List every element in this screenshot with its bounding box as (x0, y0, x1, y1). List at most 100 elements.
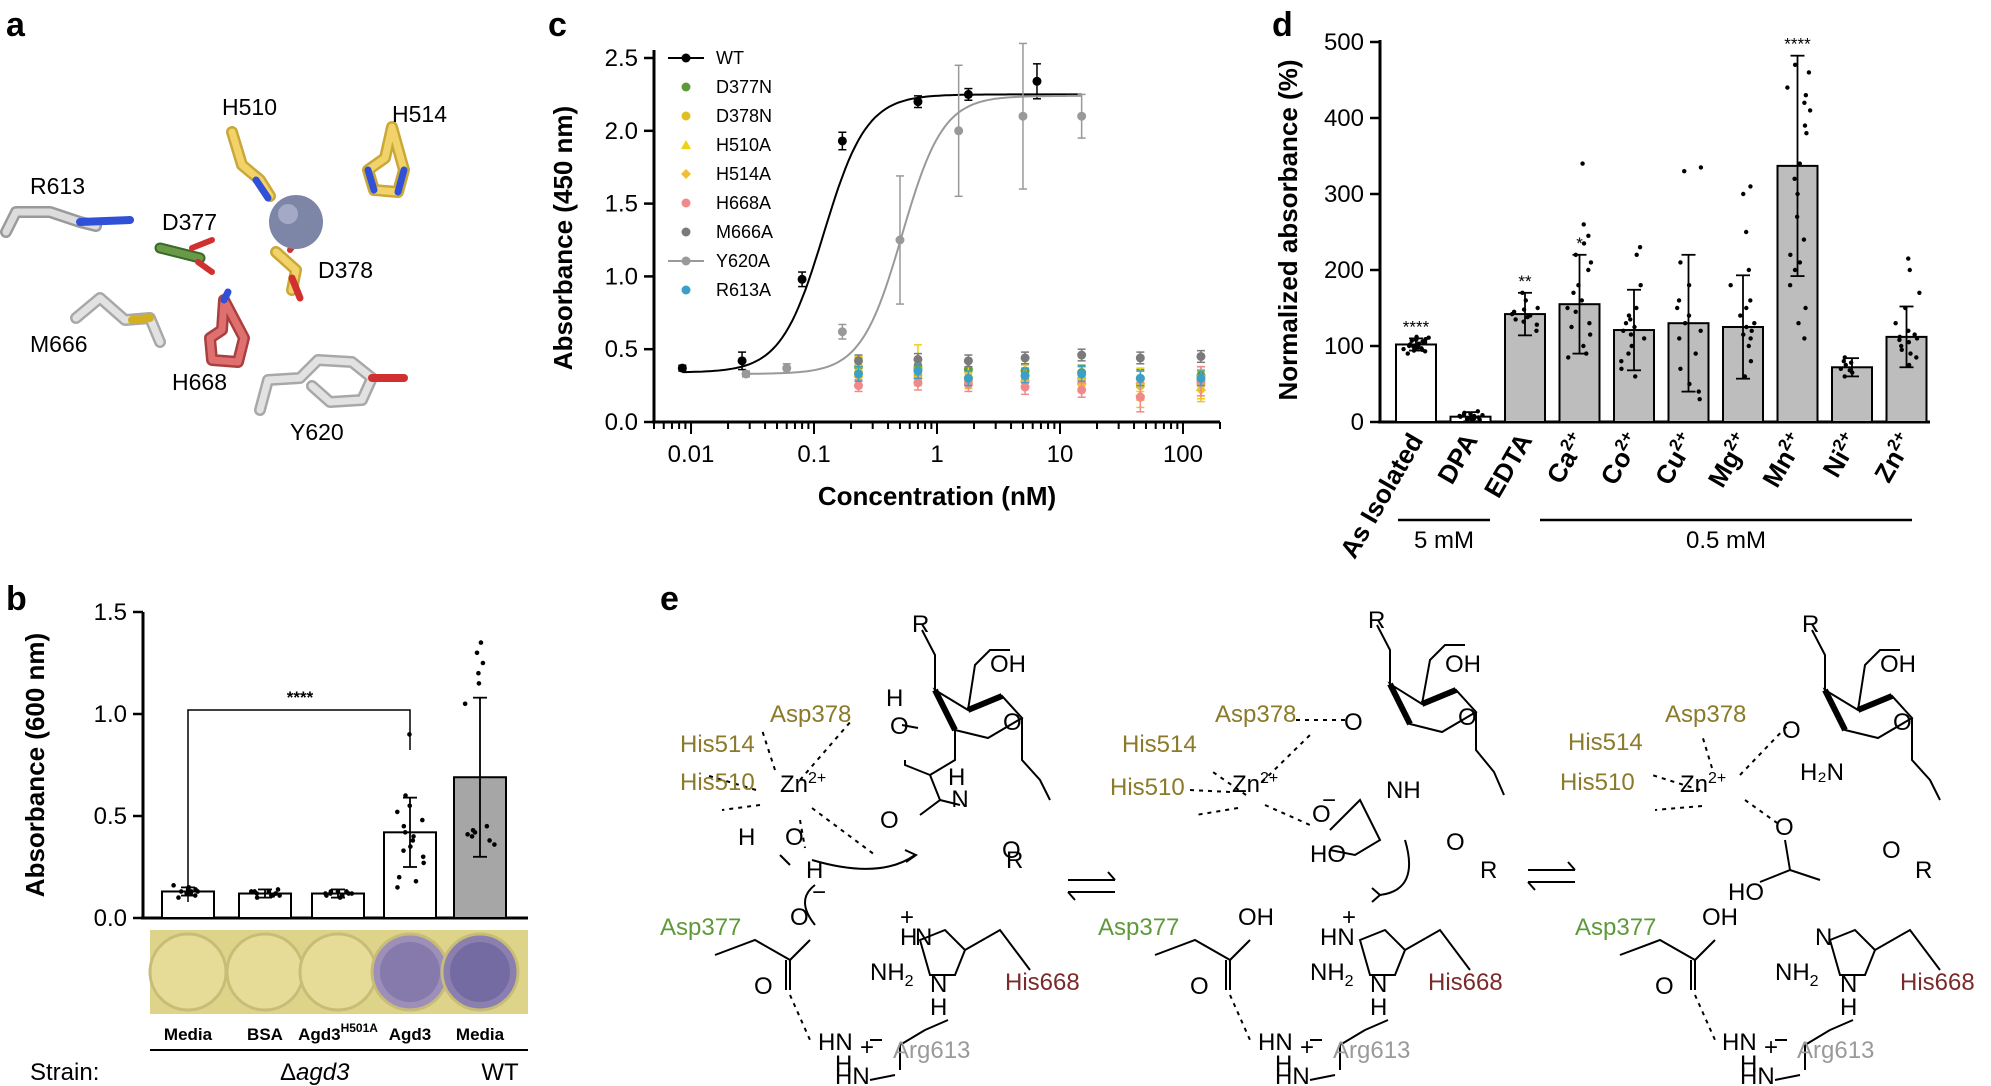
data-point (1569, 324, 1574, 330)
data-point (1587, 321, 1592, 326)
data-point (963, 356, 973, 366)
data-point (1634, 305, 1639, 311)
data-point (1677, 336, 1682, 341)
culture-well-stain (450, 942, 510, 1002)
data-point (413, 878, 419, 884)
label-his668: His668 (1900, 969, 1975, 996)
bar (311, 892, 365, 920)
y-tick-label: 2.5 (605, 45, 638, 72)
data-point (1746, 267, 1752, 273)
data-point (1906, 340, 1912, 345)
label-zn: Zn2+ (1680, 770, 1726, 798)
label-oh: OH (1445, 651, 1481, 678)
data-point (1678, 260, 1683, 265)
data-point (1535, 305, 1540, 311)
data-point (1573, 252, 1578, 257)
label-o: O (1312, 801, 1331, 828)
x-tick-label: 0.01 (668, 441, 715, 468)
legend-marker (681, 227, 691, 237)
data-point (1746, 343, 1751, 349)
data-point (1843, 362, 1848, 368)
legend-label: WT (716, 48, 744, 68)
legend-marker (681, 169, 691, 179)
data-point (1576, 283, 1581, 288)
y-axis-label: Normalized absorbance (%) (1273, 60, 1303, 401)
label-o: O (1003, 709, 1022, 736)
data-point (1806, 70, 1812, 75)
label-his510: His510 (680, 769, 755, 796)
label-r: R (1915, 857, 1932, 884)
y-tick-label: 100 (1324, 333, 1364, 360)
data-point (954, 126, 964, 136)
residue-label: D377 (162, 209, 217, 235)
data-point (411, 834, 416, 839)
data-point (266, 889, 272, 894)
data-point (394, 809, 400, 815)
data-point (1801, 237, 1807, 242)
binding-curve-chart: 0.0 0.5 1.0 1.5 2.0 2.5 0.01 0.1 1 10 100 WT D377N… (548, 42, 1221, 511)
data-point (1020, 353, 1030, 363)
label-asp378: Asp378 (770, 701, 851, 728)
data-point (1842, 355, 1848, 360)
legend-label: H668A (716, 193, 771, 213)
label-oh: OH (1702, 904, 1738, 931)
data-point (913, 354, 923, 364)
data-point (1741, 191, 1746, 197)
data-point (1794, 214, 1800, 219)
residue-label: M666 (30, 331, 88, 357)
series-fit-line (746, 94, 1082, 375)
residue-label: R613 (30, 173, 85, 199)
label-n: N (930, 971, 947, 998)
y-axis-label: Absorbance (600 nm) (20, 633, 50, 897)
data-point (1678, 366, 1683, 371)
data-point (484, 823, 490, 829)
legend-label: H510A (716, 135, 771, 155)
label-ho: HO (1310, 841, 1346, 868)
data-point (178, 889, 184, 894)
label-minus: − (1322, 787, 1336, 814)
y-tick-label: 1.0 (605, 263, 638, 290)
bar (1504, 313, 1546, 423)
legend-label: H514A (716, 164, 771, 184)
label-asp377: Asp377 (660, 914, 741, 941)
legend-label: Y620A (716, 251, 770, 271)
data-point (469, 834, 475, 839)
data-point (1749, 328, 1754, 333)
data-point (1521, 307, 1527, 312)
residue-label: Y620 (290, 419, 344, 445)
data-point (1743, 229, 1749, 235)
data-point (1638, 283, 1643, 288)
data-point (1196, 373, 1206, 383)
data-point (401, 823, 407, 829)
legend-marker (681, 53, 691, 63)
data-point (1588, 260, 1594, 265)
mechanism-step-2 (1154, 624, 1505, 1081)
data-point (1422, 349, 1428, 354)
data-point (1744, 324, 1749, 330)
data-point (1476, 415, 1481, 420)
data-point (1906, 328, 1911, 333)
data-point (1475, 409, 1481, 414)
label-h: H (806, 857, 823, 884)
label-o: O (1002, 837, 1021, 864)
data-point (193, 887, 198, 892)
data-point (410, 838, 416, 843)
legend-label: R613A (716, 280, 771, 300)
data-point (1032, 76, 1042, 86)
label-plus: + (1342, 904, 1356, 931)
data-point (275, 887, 281, 892)
label-h: H (886, 685, 903, 712)
data-point (1914, 336, 1920, 341)
y-tick-label: 300 (1324, 181, 1364, 208)
bracket-label: 0.5 mM (1686, 527, 1766, 554)
category-label: Media (456, 1025, 505, 1044)
label-o: O (1775, 814, 1794, 841)
label-hn: HN (1258, 1029, 1293, 1056)
data-point (492, 842, 497, 847)
data-point (1521, 319, 1526, 324)
panel-label-c: c (548, 6, 567, 44)
label-hn: HN (1275, 1063, 1310, 1086)
data-point (1471, 416, 1477, 421)
label-hn: HN (835, 1063, 870, 1086)
